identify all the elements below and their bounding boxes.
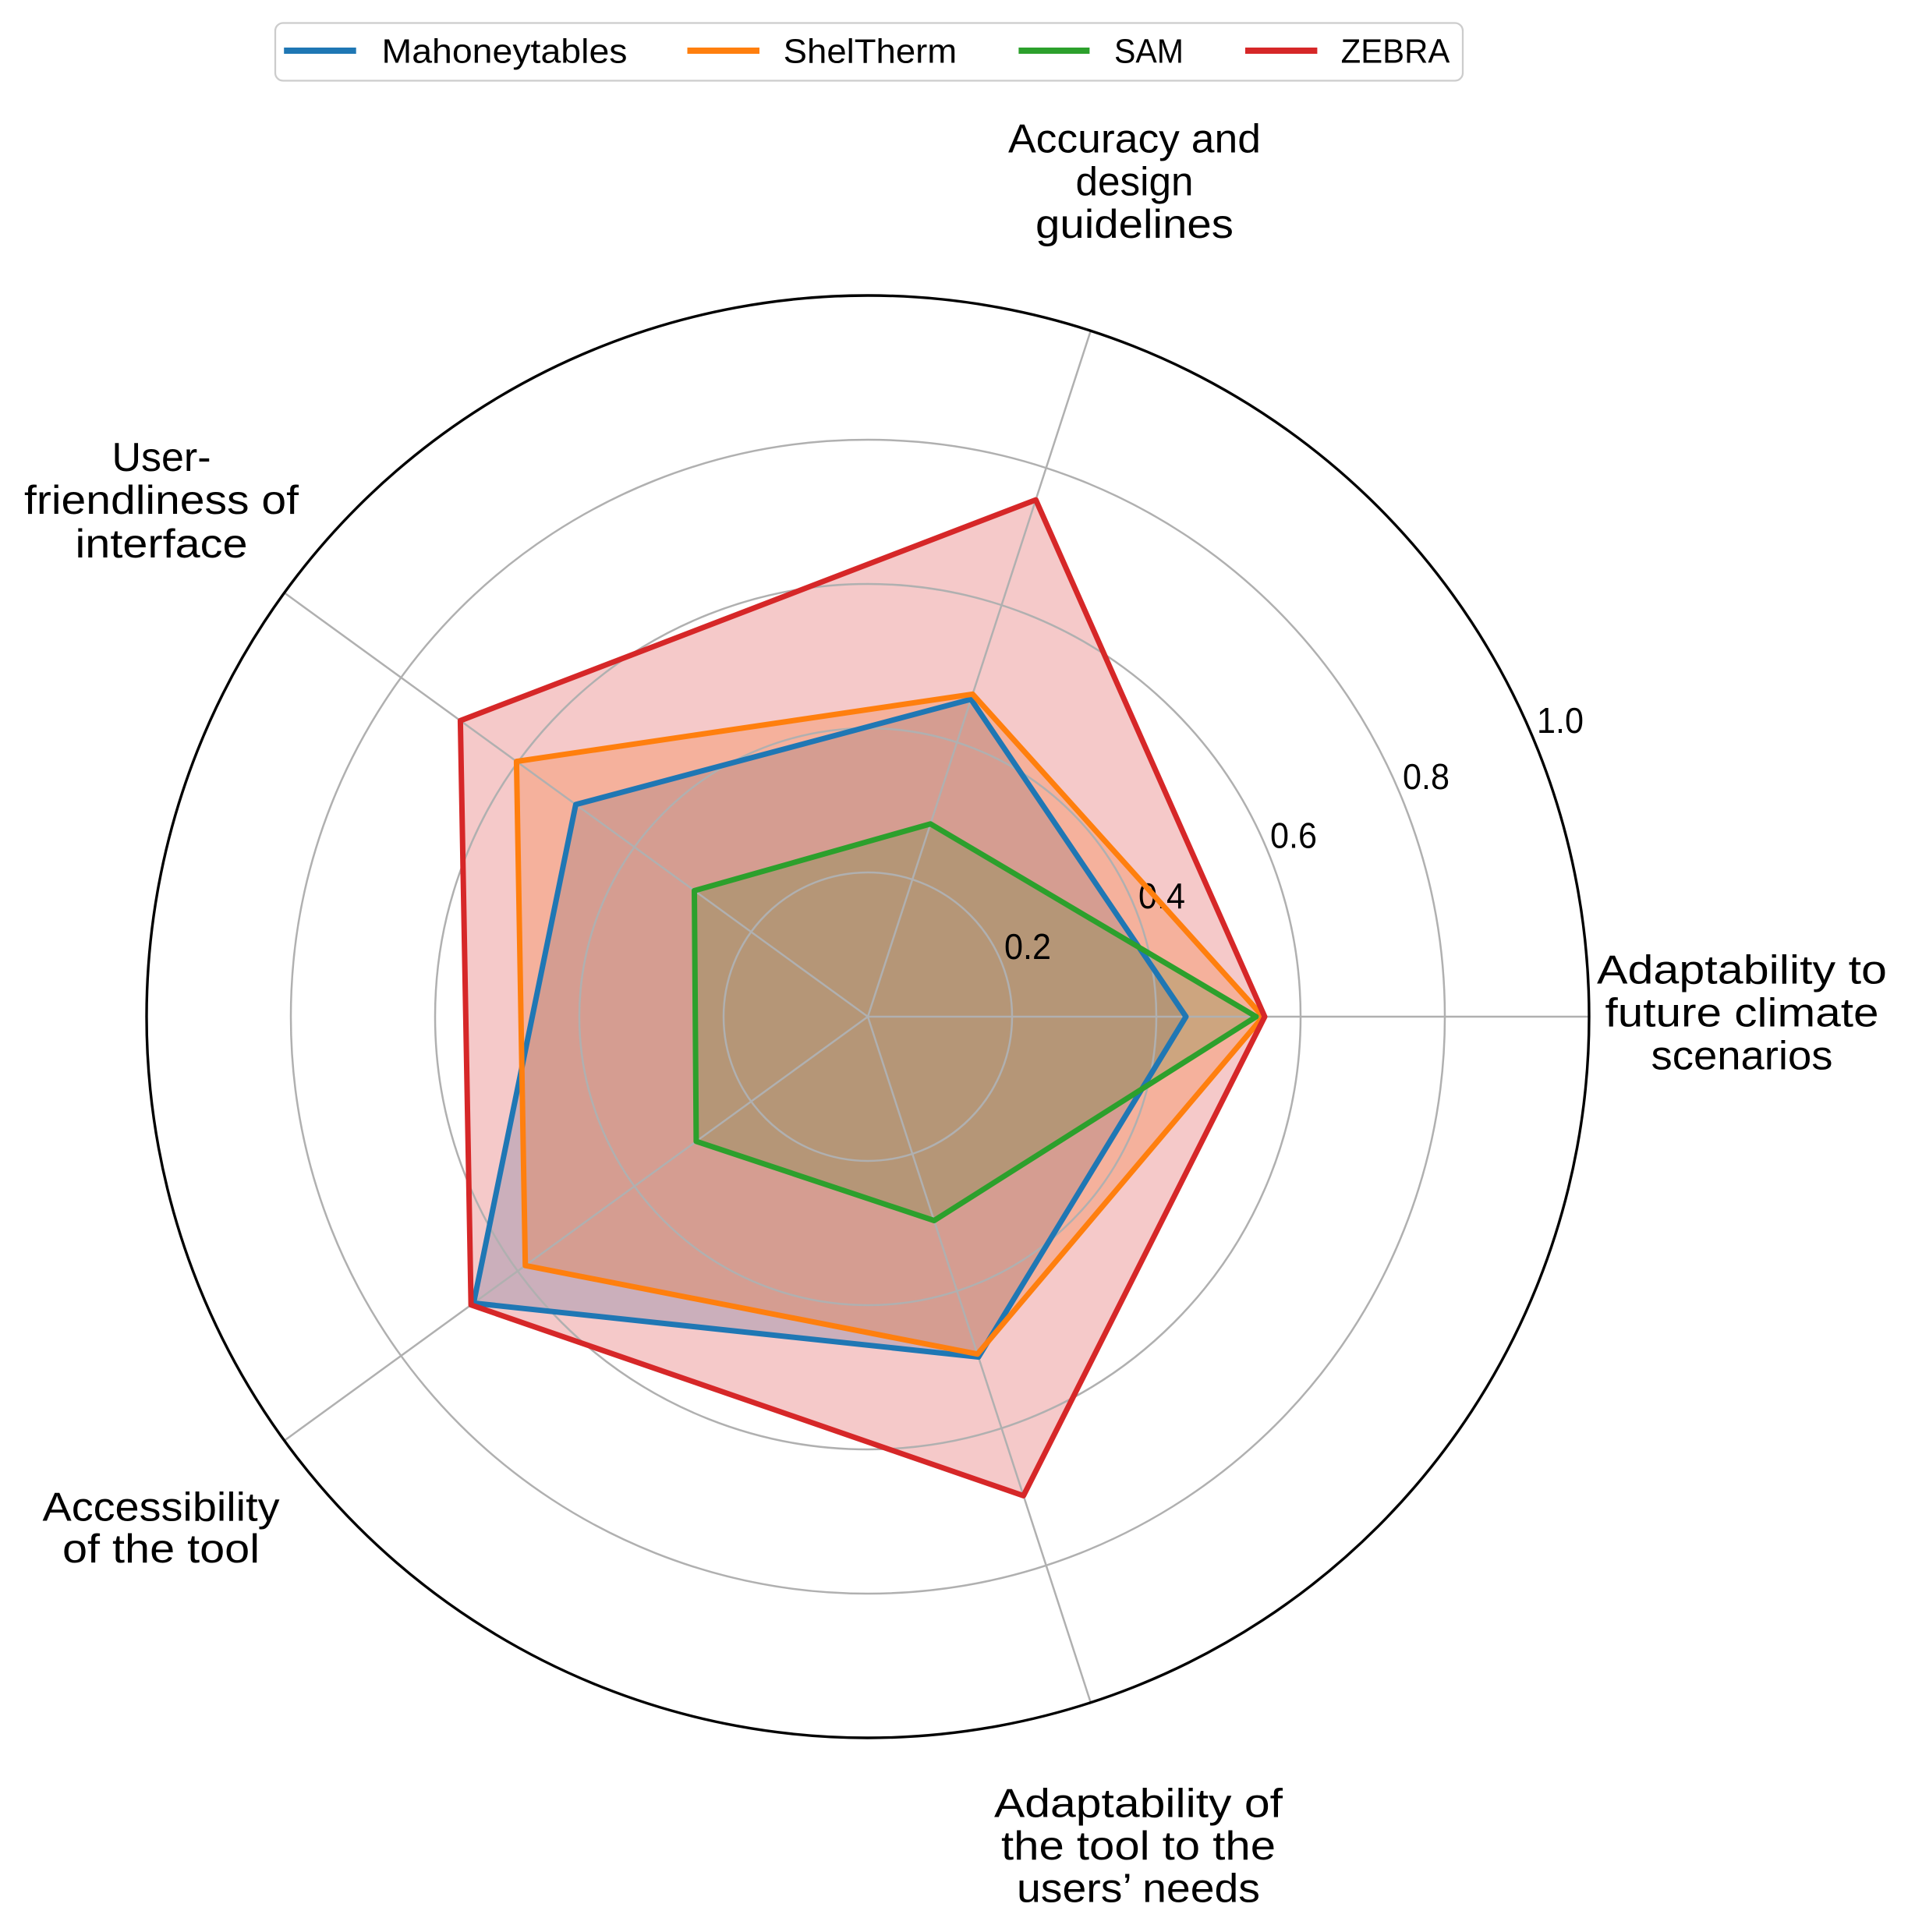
- svg-text:the tool to the: the tool to the: [1001, 1824, 1276, 1869]
- svg-text:ShelTherm: ShelTherm: [784, 33, 958, 71]
- svg-text:scenarios: scenarios: [1651, 1034, 1833, 1079]
- svg-text:future climate: future climate: [1605, 991, 1879, 1036]
- svg-text:Adaptability to: Adaptability to: [1597, 948, 1887, 993]
- svg-text:users’ needs: users’ needs: [1017, 1867, 1260, 1912]
- svg-text:Accuracy and: Accuracy and: [1008, 117, 1261, 162]
- svg-text:SAM: SAM: [1114, 33, 1184, 71]
- svg-text:guidelines: guidelines: [1035, 202, 1234, 247]
- svg-text:0.2: 0.2: [1004, 926, 1051, 967]
- svg-text:Adaptability of: Adaptability of: [994, 1782, 1283, 1827]
- svg-text:design: design: [1076, 159, 1194, 204]
- svg-text:ZEBRA: ZEBRA: [1341, 33, 1450, 71]
- svg-text:1.0: 1.0: [1537, 700, 1584, 741]
- svg-text:Mahoneytables: Mahoneytables: [382, 33, 628, 71]
- svg-text:friendliness of: friendliness of: [24, 478, 299, 523]
- svg-text:Accessibility: Accessibility: [43, 1484, 280, 1530]
- svg-text:0.6: 0.6: [1270, 816, 1317, 856]
- svg-text:0.8: 0.8: [1403, 756, 1450, 797]
- svg-text:interface: interface: [76, 522, 248, 567]
- svg-text:of the tool: of the tool: [62, 1527, 260, 1572]
- svg-text:0.4: 0.4: [1138, 876, 1185, 916]
- svg-text:User-: User-: [112, 435, 211, 480]
